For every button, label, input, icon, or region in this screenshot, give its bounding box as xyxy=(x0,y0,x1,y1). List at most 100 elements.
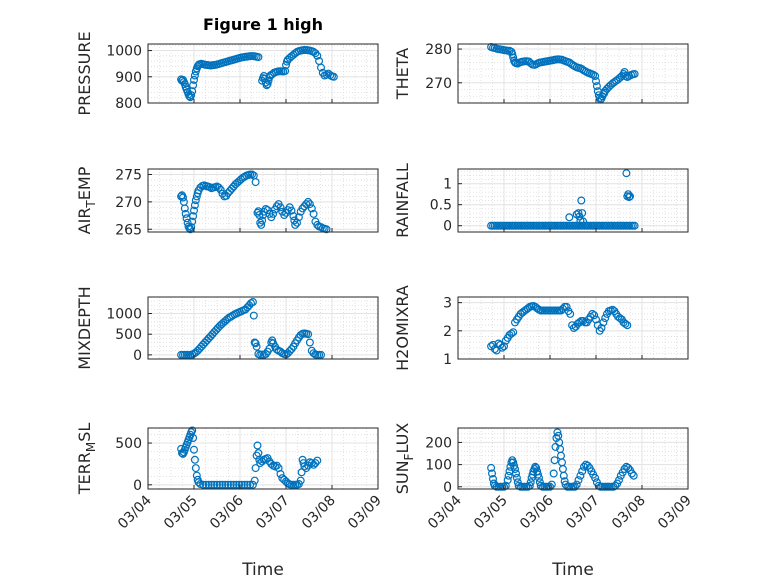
data-point xyxy=(261,350,270,359)
data-point xyxy=(578,467,587,476)
data-point xyxy=(221,480,230,489)
y-tick-label: 275 xyxy=(115,167,142,183)
data-point xyxy=(317,350,326,359)
data-point xyxy=(630,69,639,78)
data-point xyxy=(590,311,599,320)
data-point xyxy=(251,339,260,348)
panel-6: 1 2 3 H2OMIXRA xyxy=(393,285,689,371)
data-point xyxy=(304,330,313,339)
data-point xyxy=(534,473,543,482)
data-point xyxy=(545,482,554,491)
data-point xyxy=(296,331,305,340)
data-point xyxy=(511,469,520,478)
data-point xyxy=(282,60,291,69)
y-axis-label: TERRMSL xyxy=(75,423,98,496)
data-point xyxy=(216,185,225,194)
axes-box xyxy=(147,168,379,233)
data-point xyxy=(257,220,266,229)
data-point xyxy=(625,192,634,201)
data-point xyxy=(599,318,608,327)
y-tick-label: 800 xyxy=(115,96,142,112)
data-point xyxy=(302,200,311,209)
plot-area xyxy=(148,44,378,103)
data-point xyxy=(202,480,211,489)
data-point xyxy=(579,317,588,326)
y-axis-label: PRESSURE xyxy=(75,31,94,115)
data-point xyxy=(533,470,542,479)
y-tick-label: 270 xyxy=(425,76,452,92)
y-tick-label: 1 xyxy=(443,177,452,193)
data-point xyxy=(627,469,636,478)
data-point xyxy=(229,480,238,489)
data-point xyxy=(601,314,610,323)
data-point xyxy=(625,193,634,202)
data-point xyxy=(592,82,601,91)
y-tick-label: 0.5 xyxy=(430,198,452,214)
data-point xyxy=(214,183,223,192)
data-point xyxy=(180,204,189,213)
panel-7: 0 500 TERRMSL 03/04 03/05 03/06 03/07 03/08 03/0… xyxy=(75,423,385,580)
data-point xyxy=(190,75,199,84)
x-axis-label: Time xyxy=(241,560,284,580)
data-point xyxy=(248,170,257,179)
data-point xyxy=(578,209,587,218)
data-point xyxy=(559,471,568,480)
data-point xyxy=(300,462,309,471)
panel-5: 0 500 1000 MIXDEPTH xyxy=(75,286,379,370)
data-point xyxy=(621,319,630,328)
data-point xyxy=(207,480,216,489)
data-point xyxy=(572,480,581,489)
y-tick-label: 3 xyxy=(443,296,452,312)
x-tick-label: 03/06 xyxy=(517,492,557,532)
y-tick-label: 200 xyxy=(425,435,452,451)
data-point xyxy=(307,204,316,213)
data-point xyxy=(579,462,588,471)
x-tick-label: 03/04 xyxy=(115,492,155,532)
data-point xyxy=(630,221,639,230)
data-point xyxy=(614,476,623,485)
data-point xyxy=(591,473,600,482)
data-point xyxy=(574,476,583,485)
data-point xyxy=(507,329,516,338)
data-point xyxy=(322,225,331,234)
data-point xyxy=(313,456,322,465)
data-point xyxy=(302,464,311,473)
data-point xyxy=(213,480,222,489)
data-point xyxy=(281,66,290,75)
data-point xyxy=(591,77,600,86)
data-point xyxy=(258,216,267,225)
y-tick-label: 1000 xyxy=(106,44,142,60)
data-point xyxy=(498,343,507,352)
data-point xyxy=(591,315,600,324)
y-tick-label: 0 xyxy=(133,348,142,364)
data-point xyxy=(190,71,199,80)
data-point xyxy=(248,480,257,489)
data-point xyxy=(504,471,513,480)
data-point xyxy=(570,482,579,491)
panel-1: 800 900 1000 PRESSURE Figure 1 high xyxy=(75,15,379,116)
axes-box xyxy=(147,43,379,104)
axes-box xyxy=(457,43,689,104)
data-point xyxy=(253,441,262,450)
axes-box xyxy=(147,296,379,360)
y-tick-label: 1000 xyxy=(106,307,142,323)
data-point xyxy=(588,309,597,318)
data-point xyxy=(190,201,199,210)
data-point xyxy=(503,476,512,485)
data-point xyxy=(313,51,322,60)
x-tick-label: 03/09 xyxy=(655,493,695,533)
data-point xyxy=(240,480,249,489)
panel-4: 0 0.5 1 RAINFALL xyxy=(393,163,689,238)
data-point xyxy=(547,480,556,489)
data-point xyxy=(187,91,196,100)
data-point xyxy=(232,480,241,489)
data-point xyxy=(553,428,562,437)
data-point xyxy=(488,469,497,478)
data-point xyxy=(251,178,260,187)
y-tick-label: 265 xyxy=(115,222,142,238)
data-point xyxy=(210,480,219,489)
data-point xyxy=(224,480,233,489)
data-point xyxy=(591,71,600,80)
data-point xyxy=(190,445,199,454)
